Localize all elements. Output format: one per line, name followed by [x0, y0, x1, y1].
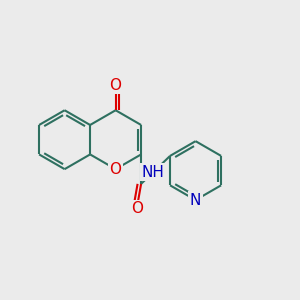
- Text: O: O: [131, 201, 143, 216]
- Text: O: O: [110, 78, 122, 93]
- Text: N: N: [190, 193, 201, 208]
- Text: NH: NH: [142, 165, 165, 180]
- Text: O: O: [110, 162, 122, 177]
